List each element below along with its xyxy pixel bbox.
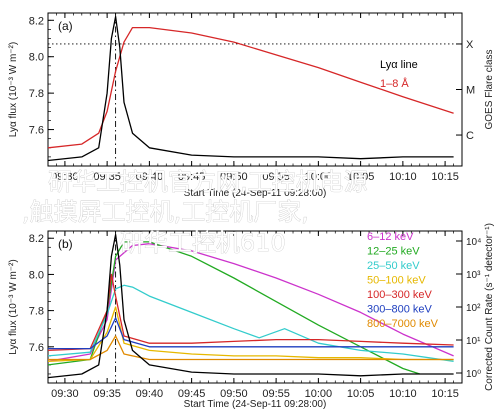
x-tick-label: 09:35 — [93, 388, 121, 400]
y-tick-label: 7.8 — [29, 88, 44, 100]
y-tick-label: 7.8 — [29, 306, 44, 318]
y-tick-label: 8.0 — [29, 52, 44, 64]
series-6-12-kev — [48, 243, 454, 362]
y-tick-label: 7.6 — [29, 342, 44, 354]
panel-label: (a) — [58, 19, 73, 33]
series-300-800-kev — [48, 317, 454, 350]
x-tick-label: 09:50 — [220, 171, 248, 183]
x-tick-label: 10:15 — [431, 388, 459, 400]
series-group — [48, 15, 454, 162]
x-tick-label: 10:15 — [431, 171, 459, 183]
legend-entry-100-300-kev: 100–300 keV — [367, 289, 432, 301]
legend-entry-12-25-kev: 12–25 keV — [367, 246, 420, 258]
series-group — [48, 233, 454, 379]
legend-entry-25-50-kev: 25–50 keV — [367, 260, 420, 272]
series-ly-line — [48, 233, 454, 379]
y-right-tick-label: C — [466, 130, 474, 142]
x-tick-label: 09:45 — [178, 388, 206, 400]
watermark-line-3: 研华工控机610 — [120, 229, 286, 257]
legend-entry-300-800-kev: 300–800 keV — [367, 304, 432, 316]
y-right-tick-label: X — [466, 39, 474, 51]
x-tick-label: 09:50 — [220, 388, 248, 400]
y-right-tick-label: 10¹ — [466, 336, 481, 347]
x-tick-label: 10:00 — [305, 388, 333, 400]
x-tick-label: 10:10 — [389, 388, 417, 400]
y-right-axis-label: Corrected Count Rate (s⁻¹ detector⁻¹) — [484, 223, 495, 391]
x-tick-label: 10:10 — [389, 171, 417, 183]
legend: 6–12 keV 12–25 keV 25–50 keV 50–100 keV 100–… — [367, 231, 439, 330]
x-tick-label: 09:55 — [262, 171, 290, 183]
y-axis-label: Lyα flux (10⁻³ W m⁻²) — [8, 42, 19, 137]
y-right-tick-label: 10⁴ — [466, 237, 481, 248]
y-tick-label: 7.6 — [29, 125, 44, 137]
series-800-7000-kev — [48, 335, 454, 361]
legend-entry-50-100-kev: 50–100 keV — [367, 275, 426, 287]
y-tick-label: 8.2 — [29, 233, 44, 245]
watermark-line-1: 研华工控机官方网,工控机电源 — [48, 168, 368, 196]
x-axis-label: Start Time (24-Sep-11 09:28:00) — [184, 188, 327, 199]
x-tick-label: 09:30 — [51, 388, 79, 400]
y-right-axis-label: GOES Flare class — [484, 49, 495, 129]
x-tick-label: 10:05 — [347, 171, 375, 183]
y-axis-label: Lyα flux (10⁻³ W m⁻²) — [8, 259, 19, 354]
panel-a: 09:30 09:35 09:40 09:45 09:50 09:55 10:00 10:05… — [8, 12, 495, 199]
y-right-tick-label: 10³ — [466, 270, 481, 281]
y-right-tick-label: M — [466, 85, 475, 97]
x-tick-label: 09:45 — [178, 171, 206, 183]
panel-b: 09:30 09:35 09:40 09:45 09:50 09:55 10:00 10:05… — [8, 223, 495, 410]
series-50-100-kev — [48, 306, 454, 362]
legend: Lyα line 1–8 Å — [380, 59, 418, 90]
x-tick-label: 10:05 — [347, 388, 375, 400]
x-tick-label: 09:40 — [136, 388, 164, 400]
x-tick-label: 09:35 — [93, 171, 121, 183]
watermark-line-2: ,触摸屏工控机,工控机厂家, — [22, 198, 309, 226]
x-tick-label: 10:00 — [305, 171, 333, 183]
series-12-25-kev — [48, 241, 421, 375]
x-tick-label: 09:40 — [136, 171, 164, 183]
x-axis-label: Start Time (24-Sep-11 09:28:00) — [184, 399, 327, 410]
y-tick-label: 8.0 — [29, 269, 44, 281]
legend-entry-6-12-kev: 6–12 keV — [367, 231, 414, 243]
x-tick-label: 09:55 — [262, 388, 290, 400]
watermark: 研华工控机官方网,工控机电源 ,触摸屏工控机,工控机厂家, 研华工控机610 — [22, 168, 368, 258]
legend-entry-800-7000-kev: 800–7000 keV — [367, 318, 439, 330]
y-tick-label: 8.2 — [29, 15, 44, 27]
panel-label: (b) — [58, 237, 73, 251]
legend-entry-1-8: 1–8 Å — [380, 77, 409, 90]
x-tick-label: 09:30 — [51, 171, 79, 183]
y-right-tick-label: 10⁰ — [466, 369, 481, 380]
y-right-tick-label: 10² — [466, 303, 481, 314]
series-ly-line — [48, 15, 454, 162]
legend-entry-ly-line: Lyα line — [380, 59, 418, 71]
series-25-50-kev — [48, 284, 454, 362]
